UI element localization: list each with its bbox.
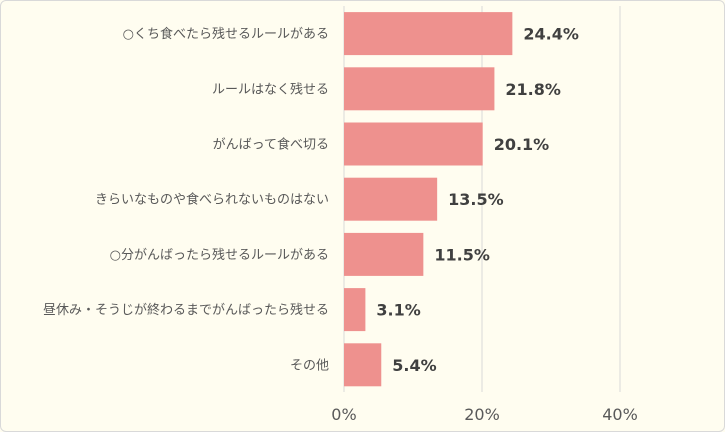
category-label: がんばって食べ切る (213, 137, 329, 153)
category-labels: ○くち食べたら残せるルールがあるルールはなく残せるがんばって食べ切るきらいなもの… (43, 26, 329, 373)
value-label: 24.4% (523, 25, 579, 44)
bar (344, 343, 382, 387)
value-labels: 24.4% 21.8% 20.1% 13.5% 11.5% 3.1% 5.4% (376, 25, 578, 375)
value-label: 3.1% (376, 301, 420, 320)
category-label: きらいなものや食べられないものはない (95, 192, 329, 208)
x-tick-label: 40% (602, 405, 638, 424)
category-label: ○くち食べたら残せるルールがある (123, 26, 329, 42)
category-label: 昼休み・そうじが終わるまでがんばったら残せる (43, 302, 329, 318)
value-label: 5.4% (392, 356, 436, 375)
x-tick-label: 0% (331, 405, 356, 424)
value-label: 11.5% (434, 245, 490, 264)
value-label: 21.8% (505, 80, 561, 99)
bar (344, 12, 513, 56)
category-label: ○分がんばったら残せるルールがある (110, 248, 329, 263)
bars (344, 12, 513, 387)
category-label: その他 (290, 358, 329, 373)
bar (344, 232, 424, 276)
x-tick-label: 20% (464, 405, 500, 424)
bar (344, 288, 366, 332)
bar (344, 67, 495, 111)
x-axis-ticks: 0% 20% 40% (331, 405, 637, 424)
bar (344, 122, 483, 166)
value-label: 13.5% (448, 190, 504, 209)
bar (344, 177, 438, 221)
value-label: 20.1% (494, 135, 550, 154)
category-label: ルールはなく残せる (212, 82, 329, 97)
